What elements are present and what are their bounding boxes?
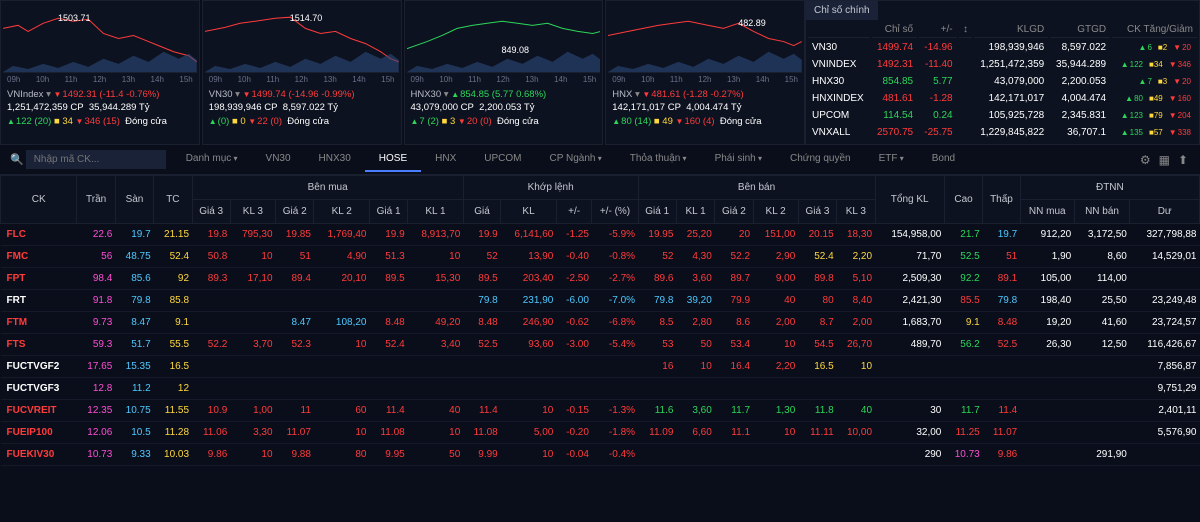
index-row[interactable]: VNXALL2570.75-25.751,229,845,82236,707.1… (808, 125, 1197, 140)
search-input[interactable] (26, 150, 166, 169)
stock-table: CKTrầnSànTCBên muaKhớp lệnhBên bánTổng K… (0, 175, 1200, 466)
nav-bar: 🔍 Danh mụcVN30HNX30HOSEHNXUPCOMCP NgànhT… (0, 145, 1200, 175)
index-row[interactable]: VN301499.74-14.96198,939,9468,597.0226■2… (808, 40, 1197, 55)
table-row[interactable]: FMC 56 48.75 52.4 50.810 514,90 51.310 5… (1, 246, 1200, 268)
index-side-panel: Chỉ số chính Chỉ số+/-↕KLGDGTGDCK Tăng/G… (805, 0, 1200, 145)
side-tab[interactable]: Chỉ số chính (806, 1, 878, 20)
nav-tab[interactable]: VN30 (252, 147, 305, 172)
table-row[interactable]: FUEKIV30 10.73 9.33 10.03 9.8610 9.8880 … (1, 444, 1200, 466)
nav-tab[interactable]: Chứng quyền (776, 147, 865, 172)
nav-tab[interactable]: UPCOM (470, 147, 535, 172)
chart-panel[interactable]: 482.89 09h10h11h12h13h14h15h HNX ▾ 481.6… (605, 0, 805, 145)
nav-tabs: Danh mụcVN30HNX30HOSEHNXUPCOMCP NgànhThỏ… (172, 147, 969, 172)
table-row[interactable]: FTM 9.73 8.47 9.1 8.47108,20 8.4849,20 8… (1, 312, 1200, 334)
chart-panel[interactable]: 849.08 09h10h11h12h13h14h15h HNX30 ▾ 854… (404, 0, 604, 145)
table-row[interactable]: FUCTVGF3 12.8 11.2 12 9,751,29 (1, 378, 1200, 400)
index-row[interactable]: VNINDEX1492.31-11.401,251,472,35935,944.… (808, 57, 1197, 72)
nav-tab[interactable]: CP Ngành (536, 147, 616, 172)
nav-tab[interactable]: Phái sinh (701, 147, 776, 172)
nav-tab[interactable]: ETF (865, 147, 918, 172)
charts-row: 1503.71 09h10h11h12h13h14h15h VNIndex ▾ … (0, 0, 805, 145)
table-row[interactable]: FPT 98.4 85.6 92 89.317,10 89.420,10 89.… (1, 268, 1200, 290)
nav-tab[interactable]: HNX (421, 147, 470, 172)
nav-tab[interactable]: Bond (918, 147, 969, 172)
top-section: 1503.71 09h10h11h12h13h14h15h VNIndex ▾ … (0, 0, 1200, 145)
table-row[interactable]: FUCTVGF2 17.65 15.35 16.5 1610 16.42,20 … (1, 356, 1200, 378)
nav-tab[interactable]: HNX30 (305, 147, 365, 172)
table-row[interactable]: FRT 91.8 79.8 85.8 79.8231,90 -6.00-7.0%… (1, 290, 1200, 312)
nav-right: ⚙ ▦ ⬆ (1140, 153, 1196, 167)
grid-icon[interactable]: ▦ (1159, 153, 1170, 167)
index-row[interactable]: HNXINDEX481.61-1.28142,171,0174,004.4748… (808, 91, 1197, 106)
table-row[interactable]: FUEIP100 12.06 10.5 11.28 11.063,30 11.0… (1, 422, 1200, 444)
search-icon: 🔍 (4, 153, 24, 166)
nav-tab[interactable]: Thỏa thuận (616, 147, 701, 172)
index-row[interactable]: UPCOM114.540.24105,925,7282,345.831123■7… (808, 108, 1197, 123)
chart-panel[interactable]: 1514.70 09h10h11h12h13h14h15h VN30 ▾ 149… (202, 0, 402, 145)
nav-tab[interactable]: Danh mục (172, 147, 252, 172)
table-row[interactable]: FLC 22.6 19.7 21.15 19.8795,30 19.851,76… (1, 224, 1200, 246)
index-table: Chỉ số+/-↕KLGDGTGDCK Tăng/Giảm VN301499.… (806, 20, 1199, 142)
table-row[interactable]: FTS 59.3 51.7 55.5 52.23,70 52.310 52.43… (1, 334, 1200, 356)
nav-tab[interactable]: HOSE (365, 147, 421, 172)
table-row[interactable]: FUCVREIT 12.35 10.75 11.55 10.91,00 1160… (1, 400, 1200, 422)
up-arrow-icon[interactable]: ⬆ (1178, 153, 1188, 167)
settings-icon[interactable]: ⚙ (1140, 153, 1151, 167)
index-row[interactable]: HNX30854.855.7743,079,0002,200.0537■320 (808, 74, 1197, 89)
chart-panel[interactable]: 1503.71 09h10h11h12h13h14h15h VNIndex ▾ … (0, 0, 200, 145)
